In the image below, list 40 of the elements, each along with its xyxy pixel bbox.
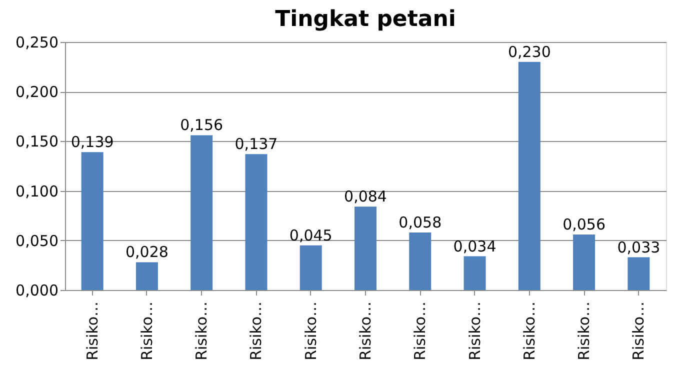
bar — [190, 135, 213, 290]
data-label: 0,137 — [234, 135, 278, 154]
bar — [245, 154, 268, 290]
y-tick-label: 0,250 — [16, 34, 58, 52]
data-label: 0,045 — [289, 226, 332, 244]
x-tick-label: Risiko… — [138, 302, 156, 360]
x-tick-label: Risiko… — [356, 302, 374, 360]
x-tick-label: Risiko… — [83, 302, 102, 360]
x-tick-label: Risiko… — [302, 302, 320, 360]
data-label: 0,028 — [125, 243, 168, 262]
bar — [81, 152, 104, 290]
x-tick-label: Risiko… — [520, 302, 538, 360]
data-label: 0,033 — [617, 238, 660, 256]
x-tick-label: Risiko… — [192, 302, 211, 360]
y-tick-label: 0,050 — [16, 232, 58, 250]
bar — [136, 262, 158, 290]
y-tick-label: 0,200 — [16, 83, 58, 102]
y-tick-label: 0,150 — [16, 132, 58, 151]
data-label: 0,156 — [180, 116, 224, 134]
bar — [409, 232, 432, 290]
data-label: 0,230 — [508, 42, 551, 61]
x-tick-label: Risiko… — [411, 302, 430, 360]
y-tick-label: 0,100 — [16, 182, 58, 200]
bar — [573, 234, 596, 290]
bar — [628, 257, 650, 290]
x-tick-label: Risiko… — [630, 302, 648, 360]
data-label: 0,139 — [70, 133, 114, 152]
data-label: 0,058 — [398, 213, 442, 232]
data-label: 0,084 — [344, 188, 387, 206]
bar — [518, 62, 540, 290]
chart-title: Tingkat petani — [275, 7, 456, 32]
bar — [300, 245, 322, 290]
data-label: 0,034 — [453, 237, 496, 256]
y-tick-label: 0,000 — [16, 282, 58, 300]
bar — [354, 206, 376, 290]
x-tick-label: Risiko… — [247, 302, 266, 360]
x-tick-label: Risiko… — [575, 302, 594, 360]
data-label: 0,056 — [562, 215, 606, 234]
bar — [464, 256, 486, 290]
x-tick-label: Risiko… — [466, 302, 484, 360]
